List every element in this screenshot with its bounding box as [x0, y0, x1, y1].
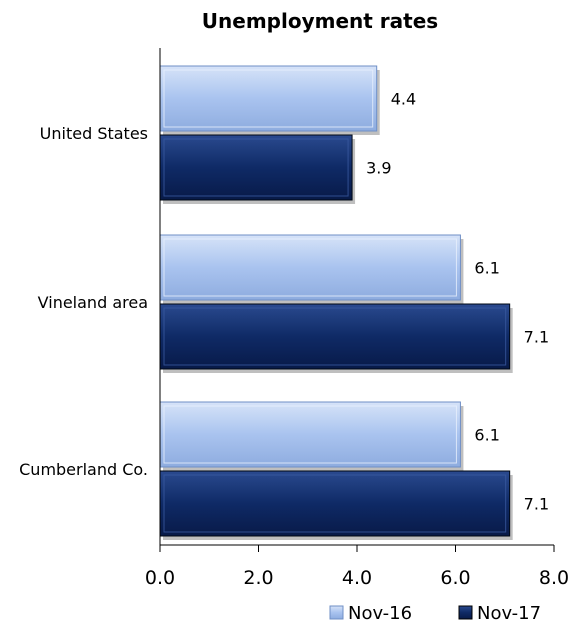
bar-bevel-nov-17-cumberland-co — [163, 474, 507, 533]
legend-swatch-nov-17 — [458, 605, 473, 620]
value-label-nov-17-vineland-area: 7.1 — [524, 328, 549, 347]
x-axis-ticks: 0.0 2.0 4.0 6.0 8.0 — [145, 545, 569, 589]
bar-nov-16-united-states — [159, 65, 378, 132]
category-label-united-states: United States — [40, 124, 148, 143]
value-label-nov-16-vineland-area: 6.1 — [474, 259, 499, 278]
x-tick-label-2: 4.0 — [342, 567, 372, 589]
bar-nov-17-united-states — [159, 134, 353, 201]
value-label-nov-17-united-states: 3.9 — [366, 159, 391, 178]
x-tick-label-3: 6.0 — [440, 567, 470, 589]
legend: Nov-16 Nov-17 — [329, 603, 541, 624]
chart-title: Unemployment rates — [202, 9, 438, 33]
bar-bevel-nov-16-united-states — [163, 69, 374, 128]
x-tick-label-0: 0.0 — [145, 567, 175, 589]
bar-nov-17-cumberland-co — [159, 470, 511, 537]
category-labels: United States Vineland area Cumberland Co. — [19, 124, 148, 479]
bar-bevel-nov-17-vineland-area — [163, 307, 507, 366]
bars-group — [159, 65, 513, 540]
bar-bevel-nov-16-vineland-area — [163, 238, 457, 297]
legend-label-nov-17: Nov-17 — [477, 603, 541, 624]
category-label-cumberland-co: Cumberland Co. — [19, 460, 148, 479]
value-labels: 4.4 3.9 6.1 7.1 6.1 7.1 — [366, 90, 549, 514]
legend-item-nov-17: Nov-17 — [458, 603, 541, 624]
value-label-nov-16-united-states: 4.4 — [391, 90, 416, 109]
bar-nov-17-vineland-area — [159, 303, 511, 370]
legend-swatch-nov-16 — [329, 605, 344, 620]
value-label-nov-17-cumberland-co: 7.1 — [524, 495, 549, 514]
bar-bevel-nov-16-cumberland-co — [163, 405, 457, 464]
x-tick-label-1: 2.0 — [243, 567, 273, 589]
x-tick-label-4: 8.0 — [539, 567, 569, 589]
bar-bevel-nov-17-united-states — [163, 138, 349, 197]
category-label-vineland-area: Vineland area — [38, 293, 148, 312]
bar-nov-16-vineland-area — [159, 234, 461, 301]
legend-item-nov-16: Nov-16 — [329, 603, 412, 624]
bar-nov-16-cumberland-co — [159, 401, 461, 468]
value-label-nov-16-cumberland-co: 6.1 — [474, 426, 499, 445]
legend-label-nov-16: Nov-16 — [348, 603, 412, 624]
